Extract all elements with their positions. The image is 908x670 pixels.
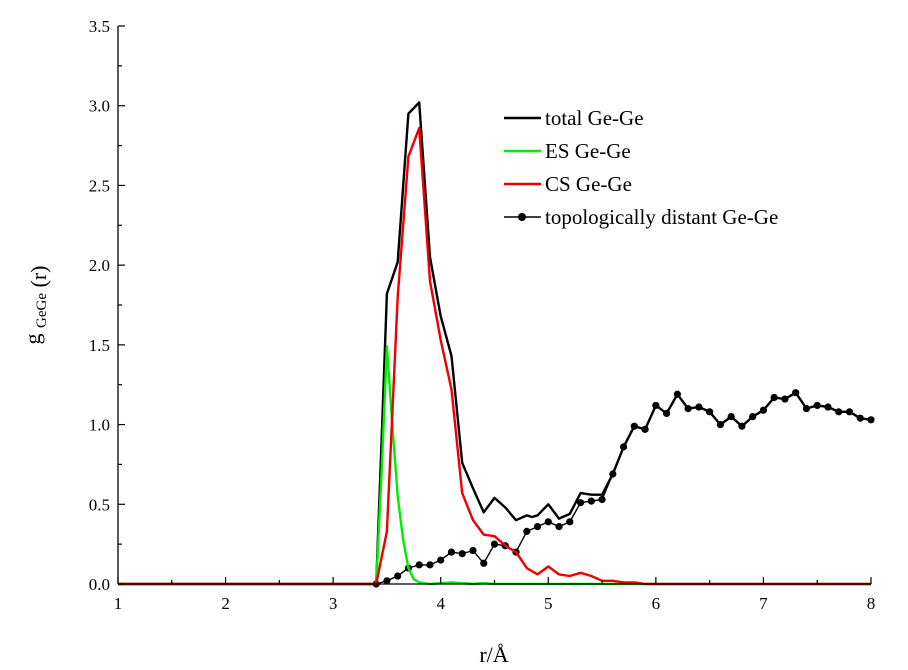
y-tick-label: 0.0 [89,575,110,594]
legend-item-cs: CS Ge-Ge [504,172,632,196]
legend-item-distant: topologically distant Ge-Ge [504,205,778,229]
legend-label-distant: topologically distant Ge-Ge [545,205,778,229]
legend: total Ge-Ge ES Ge-Ge CS Ge-Ge topologica… [504,106,778,229]
data-point-distant [555,523,562,530]
y-tick-label: 0.5 [89,495,110,514]
legend-item-total: total Ge-Ge [504,106,644,130]
y-tick-label: 3.5 [89,17,110,36]
data-point-distant [469,547,476,554]
data-point-distant [491,541,498,548]
x-tick-label: 2 [221,594,230,613]
data-point-distant [459,550,466,557]
data-point-distant [534,523,541,530]
y-tick-label: 1.0 [89,416,110,435]
x-axis-title: r/Å [479,642,508,667]
x-tick-label: 4 [436,594,445,613]
y-ticks: 0.0 0.5 1.0 1.5 2.0 2.5 3.0 3.5 [89,17,125,594]
data-point-distant [416,561,423,568]
data-point-distant [448,549,455,556]
y-axis-title-suffix: (r) [26,266,51,288]
data-point-distant [394,572,401,579]
series-line-cs [118,128,871,584]
y-tick-label: 2.5 [89,176,110,195]
legend-label-total: total Ge-Ge [545,106,644,130]
legend-item-es: ES Ge-Ge [504,139,631,163]
data-point-distant [588,497,595,504]
data-point-distant [437,556,444,563]
series-line-total [118,103,871,585]
series-layer [118,103,875,588]
data-point-distant [598,496,605,503]
x-tick-label: 7 [759,594,768,613]
axes-layer [118,26,871,584]
x-tick-label: 8 [867,594,876,613]
series-line-es [118,347,871,585]
plot-area: 1 2 3 4 5 6 7 8 0.0 0.5 1.0 1.5 2.0 2.5 3.0 3.5 [89,17,876,613]
legend-label-es: ES Ge-Ge [545,139,631,163]
y-axis-title-subscript: GeGe [34,293,50,328]
x-tick-label: 1 [114,594,123,613]
x-tick-label: 6 [652,594,661,613]
x-tick-label: 3 [329,594,338,613]
data-point-distant [480,560,487,567]
data-point-distant [566,518,573,525]
data-point-distant [426,561,433,568]
y-axis-title-main: g [20,333,45,344]
legend-marker-distant [518,213,526,221]
y-tick-label: 1.5 [89,336,110,355]
y-axis-title: g GeGe (r) [20,266,51,345]
data-point-distant [523,528,530,535]
legend-label-cs: CS Ge-Ge [545,172,632,196]
data-point-distant [545,518,552,525]
x-ticks: 1 2 3 4 5 6 7 8 [114,577,876,613]
x-tick-label: 5 [544,594,553,613]
y-tick-label: 2.0 [89,256,110,275]
y-tick-label: 3.0 [89,97,110,116]
